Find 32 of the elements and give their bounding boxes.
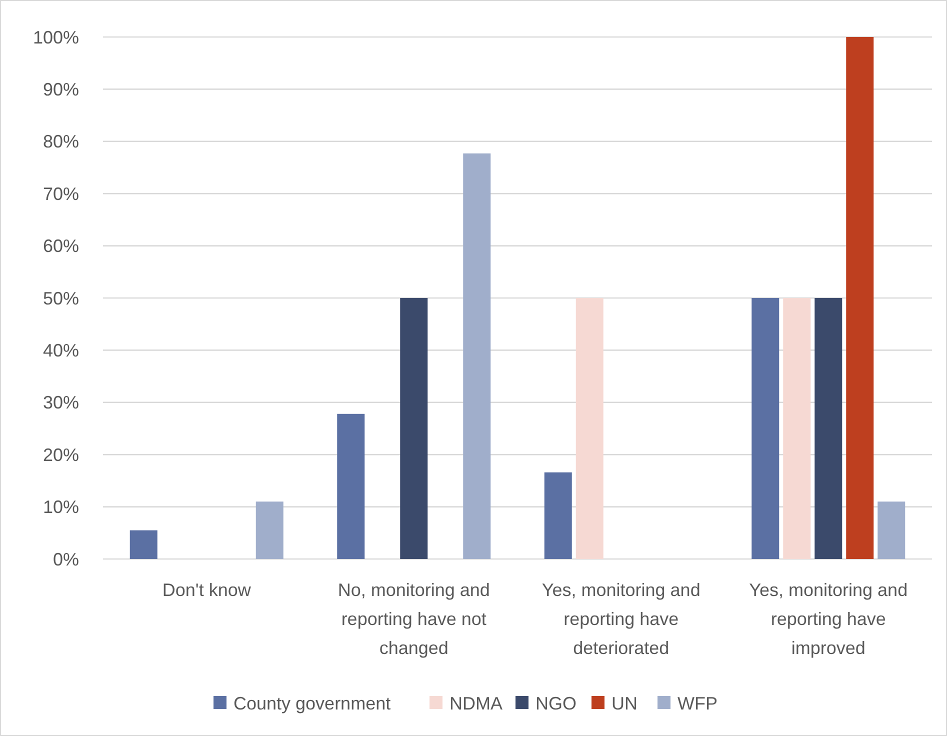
legend-label: UN bbox=[612, 693, 638, 714]
x-tick-label: Yes, monitoring and reporting have improved bbox=[749, 580, 908, 658]
bar bbox=[576, 298, 604, 559]
y-tick-label: 100% bbox=[32, 27, 79, 48]
y-tick-label: 80% bbox=[42, 132, 79, 152]
bar bbox=[544, 472, 572, 559]
y-tick-label: 40% bbox=[42, 340, 79, 360]
y-tick-label: 0% bbox=[52, 549, 79, 570]
y-tick-label: 20% bbox=[42, 444, 79, 465]
legend-label: WFP bbox=[678, 693, 718, 714]
x-tick-label: No, monitoring and reporting have not changed bbox=[338, 580, 490, 658]
bar bbox=[783, 298, 811, 559]
y-tick-label: 60% bbox=[42, 236, 79, 256]
y-tick-label: 50% bbox=[42, 288, 79, 308]
bar bbox=[130, 530, 158, 559]
x-tick-label: Don't know bbox=[162, 580, 252, 600]
legend-label: County government bbox=[234, 693, 391, 714]
y-tick-label: 90% bbox=[42, 80, 79, 100]
bar bbox=[337, 414, 365, 559]
y-tick-label: 70% bbox=[42, 184, 79, 204]
bar bbox=[256, 502, 284, 559]
legend-label: NGO bbox=[536, 693, 577, 714]
x-tick-label: Yes, monitoring and reporting have deteriorated bbox=[542, 580, 700, 658]
bar bbox=[400, 298, 428, 559]
y-tick-label: 30% bbox=[42, 392, 79, 413]
bar bbox=[463, 153, 491, 559]
bar bbox=[878, 502, 906, 559]
bar bbox=[752, 298, 780, 559]
bar bbox=[846, 37, 874, 559]
y-tick-label: 10% bbox=[42, 497, 79, 518]
bar bbox=[814, 298, 842, 559]
legend-label: NDMA bbox=[450, 693, 502, 714]
